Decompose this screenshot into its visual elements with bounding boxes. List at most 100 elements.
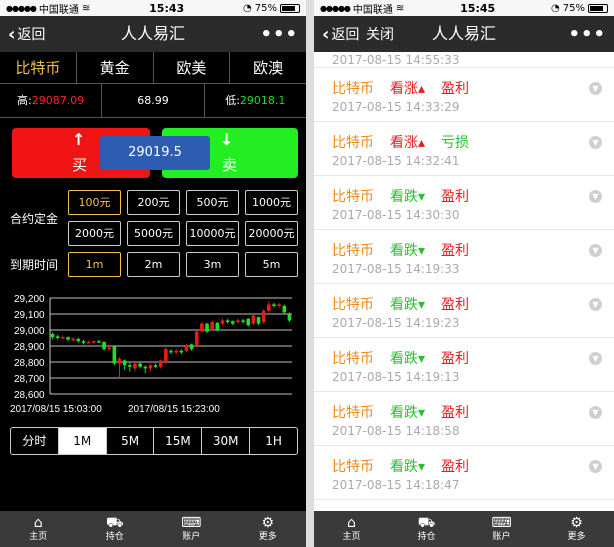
deposit-row: 合约定金 100元 200元 500元 1000元 2000元 5000元 10000元 20… [0, 190, 306, 246]
candle-body [200, 323, 204, 332]
candle-body [158, 360, 163, 367]
period-tab[interactable]: 分时 [11, 428, 59, 454]
period-tab[interactable]: 5M [107, 428, 155, 454]
tab-gear[interactable]: ⚙ 更多 [230, 511, 307, 547]
direction-label: 看涨 [390, 135, 418, 151]
list-item[interactable]: 比特币 看跌▾ 盈利 2017-08-15 14:19:23 ▼ [314, 284, 614, 338]
candle-body [277, 304, 281, 306]
deposit-option[interactable]: 500元 [186, 190, 239, 215]
tab-label: 持仓 [105, 532, 124, 542]
close-button[interactable]: 关闭 [366, 27, 394, 43]
tab-cart[interactable]: ⛟ 持仓 [77, 511, 154, 547]
candle-body [220, 320, 225, 324]
chevron-down-icon[interactable]: ▼ [589, 460, 602, 473]
inbox-icon: ⌨ [491, 515, 512, 531]
y-tick-label: 29,100 [14, 310, 45, 321]
current-price: 29019.5 [100, 136, 210, 170]
tab-gear[interactable]: ⚙ 更多 [539, 511, 614, 547]
status-bar: ●●●●● 中国联通 ≋ 15:43 ◔ 75% [0, 0, 306, 16]
y-tick-label: 28,900 [14, 342, 45, 353]
price-summary: 高:29087.09 68.99 低:29018.1 [0, 83, 306, 118]
more-menu-button[interactable]: ••• [260, 23, 298, 45]
direction-label: 看跌 [390, 459, 418, 475]
back-button[interactable]: ‹ 返回 [8, 16, 45, 52]
period-tab[interactable]: 15M [154, 428, 203, 454]
order-result: 盈利 [441, 351, 470, 367]
deposit-option[interactable]: 20000元 [245, 221, 298, 246]
chevron-down-icon[interactable]: ▼ [589, 190, 602, 203]
back-button[interactable]: ‹ 返回 [322, 16, 359, 52]
chevron-down-icon[interactable]: ▼ [589, 406, 602, 419]
list-item[interactable]: 比特币 看涨▴ 亏损 2017-08-15 14:32:41 ▼ [314, 122, 614, 176]
period-tab[interactable]: 1M [58, 428, 107, 454]
order-symbol: 比特币 [332, 297, 374, 313]
tab-cart[interactable]: ⛟ 持仓 [389, 511, 464, 547]
category-tab[interactable]: 黄金 [77, 52, 154, 83]
list-item[interactable]: 比特币 看涨▴ 盈利 2017-08-15 14:33:29 ▼ [314, 68, 614, 122]
candle-body [138, 363, 142, 367]
candle-body [189, 344, 194, 350]
candle-body [241, 320, 245, 322]
chevron-down-icon[interactable]: ▼ [589, 298, 602, 311]
list-item[interactable]: 比特币 看跌▾ 盈利 2017-08-15 14:19:33 ▼ [314, 230, 614, 284]
candle-body [179, 350, 184, 353]
candle-body [194, 331, 199, 346]
category-tab[interactable]: 比特币 [0, 52, 77, 83]
chevron-down-icon[interactable]: ▼ [589, 136, 602, 149]
order-direction: 看跌▾ [390, 348, 425, 368]
candle-body [169, 350, 173, 353]
triangle-down-icon: ▾ [418, 459, 426, 475]
order-time: 2017-08-15 14:33:29 [332, 100, 460, 114]
candle-body [76, 338, 81, 342]
deposit-option[interactable]: 200元 [127, 190, 180, 215]
page-title: 人人易汇 [120, 24, 185, 43]
tab-home[interactable]: ⌂ 主页 [0, 511, 77, 547]
list-item[interactable]: 比特币 看跌▾ 盈利 2017-08-15 14:18:47 ▼ [314, 446, 614, 500]
buy-label: 买 [72, 156, 88, 174]
period-tab[interactable]: 1H [265, 434, 282, 448]
candle-body [102, 342, 106, 350]
order-summary: 比特币 看涨▴ 亏损 [332, 132, 469, 152]
tab-inbox[interactable]: ⌨ 账户 [153, 511, 230, 547]
chevron-down-icon[interactable]: ▼ [589, 82, 602, 95]
chevron-down-icon[interactable]: ▼ [589, 244, 602, 257]
y-tick-label: 28,600 [14, 390, 45, 401]
deposit-option[interactable]: 100元 [68, 190, 121, 215]
tab-inbox[interactable]: ⌨ 账户 [464, 511, 539, 547]
direction-label: 看跌 [390, 243, 418, 259]
chevron-left-icon: ‹ [8, 23, 16, 45]
list-item[interactable]: 比特币 看跌▾ 盈利 2017-08-15 14:18:58 ▼ [314, 392, 614, 446]
order-result: 盈利 [441, 243, 470, 259]
tab-label: 账户 [492, 532, 511, 542]
candle-body [230, 321, 235, 324]
deposit-option[interactable]: 1000元 [245, 190, 298, 215]
list-item[interactable]: 比特币 看跌▾ 盈利 2017-08-15 14:30:30 ▼ [314, 176, 614, 230]
order-result: 盈利 [441, 189, 470, 205]
deposit-option[interactable]: 2000元 [68, 221, 121, 246]
expiry-option[interactable]: 1m [68, 252, 121, 277]
expiry-option[interactable]: 2m [127, 252, 180, 277]
expiry-option[interactable]: 5m [245, 252, 298, 277]
more-menu-button[interactable]: ••• [568, 23, 606, 45]
deposit-option[interactable]: 10000元 [186, 221, 239, 246]
tab-home[interactable]: ⌂ 主页 [314, 511, 389, 547]
back-label: 返回 [17, 27, 46, 43]
high-price: 高:29087.09 [0, 83, 103, 118]
category-tab[interactable]: 欧澳 [253, 59, 284, 77]
list-item[interactable]: 比特币 看跌▾ 盈利 2017-08-15 14:19:13 ▼ [314, 338, 614, 392]
candle-body [112, 346, 117, 364]
candle-body [61, 337, 65, 339]
order-time: 2017-08-15 14:55:33 [332, 53, 460, 67]
signal-icon: ●●●●● [320, 3, 351, 13]
list-item-partial[interactable]: 2017-08-15 14:55:33 [314, 52, 614, 68]
candle-body [91, 341, 96, 343]
direction-label: 看跌 [390, 189, 418, 205]
candle-body [55, 336, 60, 338]
expiry-option[interactable]: 3m [186, 252, 239, 277]
order-direction: 看跌▾ [390, 456, 425, 476]
chevron-down-icon[interactable]: ▼ [589, 352, 602, 365]
period-tab[interactable]: 30M [202, 428, 251, 454]
deposit-option[interactable]: 5000元 [127, 221, 180, 246]
category-tab[interactable]: 欧美 [154, 52, 231, 83]
candle-body [86, 342, 91, 344]
